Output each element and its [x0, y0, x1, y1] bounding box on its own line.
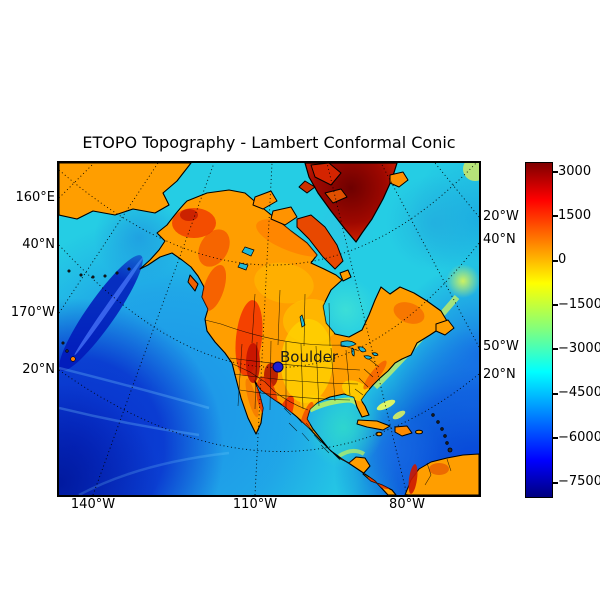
- colorbar-tick: [552, 171, 558, 173]
- colorbar-tick-label: −3000: [558, 341, 600, 356]
- puerto-rico: [415, 429, 423, 435]
- lesser-antilles: [431, 413, 453, 453]
- topography-map: Boulder: [59, 163, 479, 495]
- map-label-left-3: 20°N: [22, 362, 55, 377]
- colorbar-tick-label: 1500: [558, 208, 592, 223]
- meridian-20w: [434, 163, 479, 218]
- great-bear-lake: [241, 246, 255, 257]
- plot-title: ETOPO Topography - Lambert Conformal Con…: [82, 133, 456, 152]
- us-mexico-border: [232, 363, 309, 411]
- cuba: [356, 419, 391, 431]
- siberia: [59, 163, 192, 220]
- us-canada-border: [204, 319, 360, 352]
- colorbar-tick: [552, 348, 558, 350]
- borders-layer: [204, 289, 452, 486]
- colorbar-tick-label: 3000: [558, 164, 592, 179]
- colorbar-tick: [552, 482, 558, 484]
- banks-island: [252, 190, 278, 210]
- great-slave-lake: [237, 262, 249, 271]
- jamaica: [375, 431, 383, 437]
- baffin-island: [296, 214, 344, 270]
- boulder-marker: Boulder: [272, 348, 339, 373]
- parallel-60n: [59, 163, 477, 266]
- ellesmere-island: [310, 163, 342, 186]
- boulder-label: Boulder: [280, 348, 339, 366]
- map-label-left-1: 40°N: [22, 237, 55, 252]
- hispaniola: [394, 425, 413, 437]
- andes: [408, 464, 418, 494]
- map-label-bottom-1: 110°W: [232, 497, 278, 512]
- graticule-layer: [59, 163, 479, 495]
- meridian-160e: [59, 163, 95, 199]
- iceland: [389, 171, 409, 188]
- lakes-layer: [237, 246, 379, 360]
- colorbar-tick: [552, 260, 558, 262]
- hawaii: [61, 341, 76, 362]
- lake-superior: [340, 340, 357, 348]
- colorbar-tick-label: −4500: [558, 385, 600, 400]
- newfoundland: [435, 319, 455, 336]
- map-axes: Boulder: [57, 161, 481, 497]
- map-label-right-1: 40°N: [483, 232, 516, 247]
- bahamas-banks: [376, 399, 396, 411]
- map-label-right-3: 20°N: [483, 367, 516, 382]
- islands-layer: [61, 163, 479, 495]
- boulder-dot: [272, 361, 284, 373]
- colorbar-tick-label: −1500: [558, 297, 600, 312]
- colorbar-tick-label: −6000: [558, 430, 600, 445]
- map-label-right-2: 50°W: [483, 339, 519, 354]
- victoria-island: [270, 206, 298, 226]
- colorbar-tick: [552, 393, 558, 395]
- colorbar-tick: [552, 215, 558, 217]
- lake-winnipeg: [299, 314, 306, 328]
- colorbar-tick: [552, 437, 558, 439]
- map-label-left-2: 170°W: [10, 305, 55, 320]
- southampton-island: [339, 269, 352, 282]
- lake-ontario: [371, 352, 379, 357]
- devon-island: [324, 188, 348, 204]
- colorbar-tick-label: 0: [558, 252, 567, 267]
- parallel-20n: [59, 369, 479, 452]
- colorbar-tick-label: −7500: [558, 474, 600, 489]
- parallel-40n: [59, 242, 479, 368]
- aleutian-islands: [67, 267, 131, 279]
- map-label-left-0: 160°E: [15, 190, 55, 205]
- colorbar-tick: [552, 304, 558, 306]
- great-plains: [280, 319, 334, 403]
- map-label-right-0: 20°W: [483, 209, 519, 224]
- lake-erie: [363, 355, 373, 360]
- appalachians: [363, 360, 387, 390]
- vancouver-island: [187, 274, 199, 292]
- meridian-50w: [380, 163, 479, 348]
- map-label-bottom-2: 80°W: [389, 497, 425, 512]
- map-label-bottom-0: 140°W: [70, 497, 116, 512]
- colorbar: [525, 162, 553, 498]
